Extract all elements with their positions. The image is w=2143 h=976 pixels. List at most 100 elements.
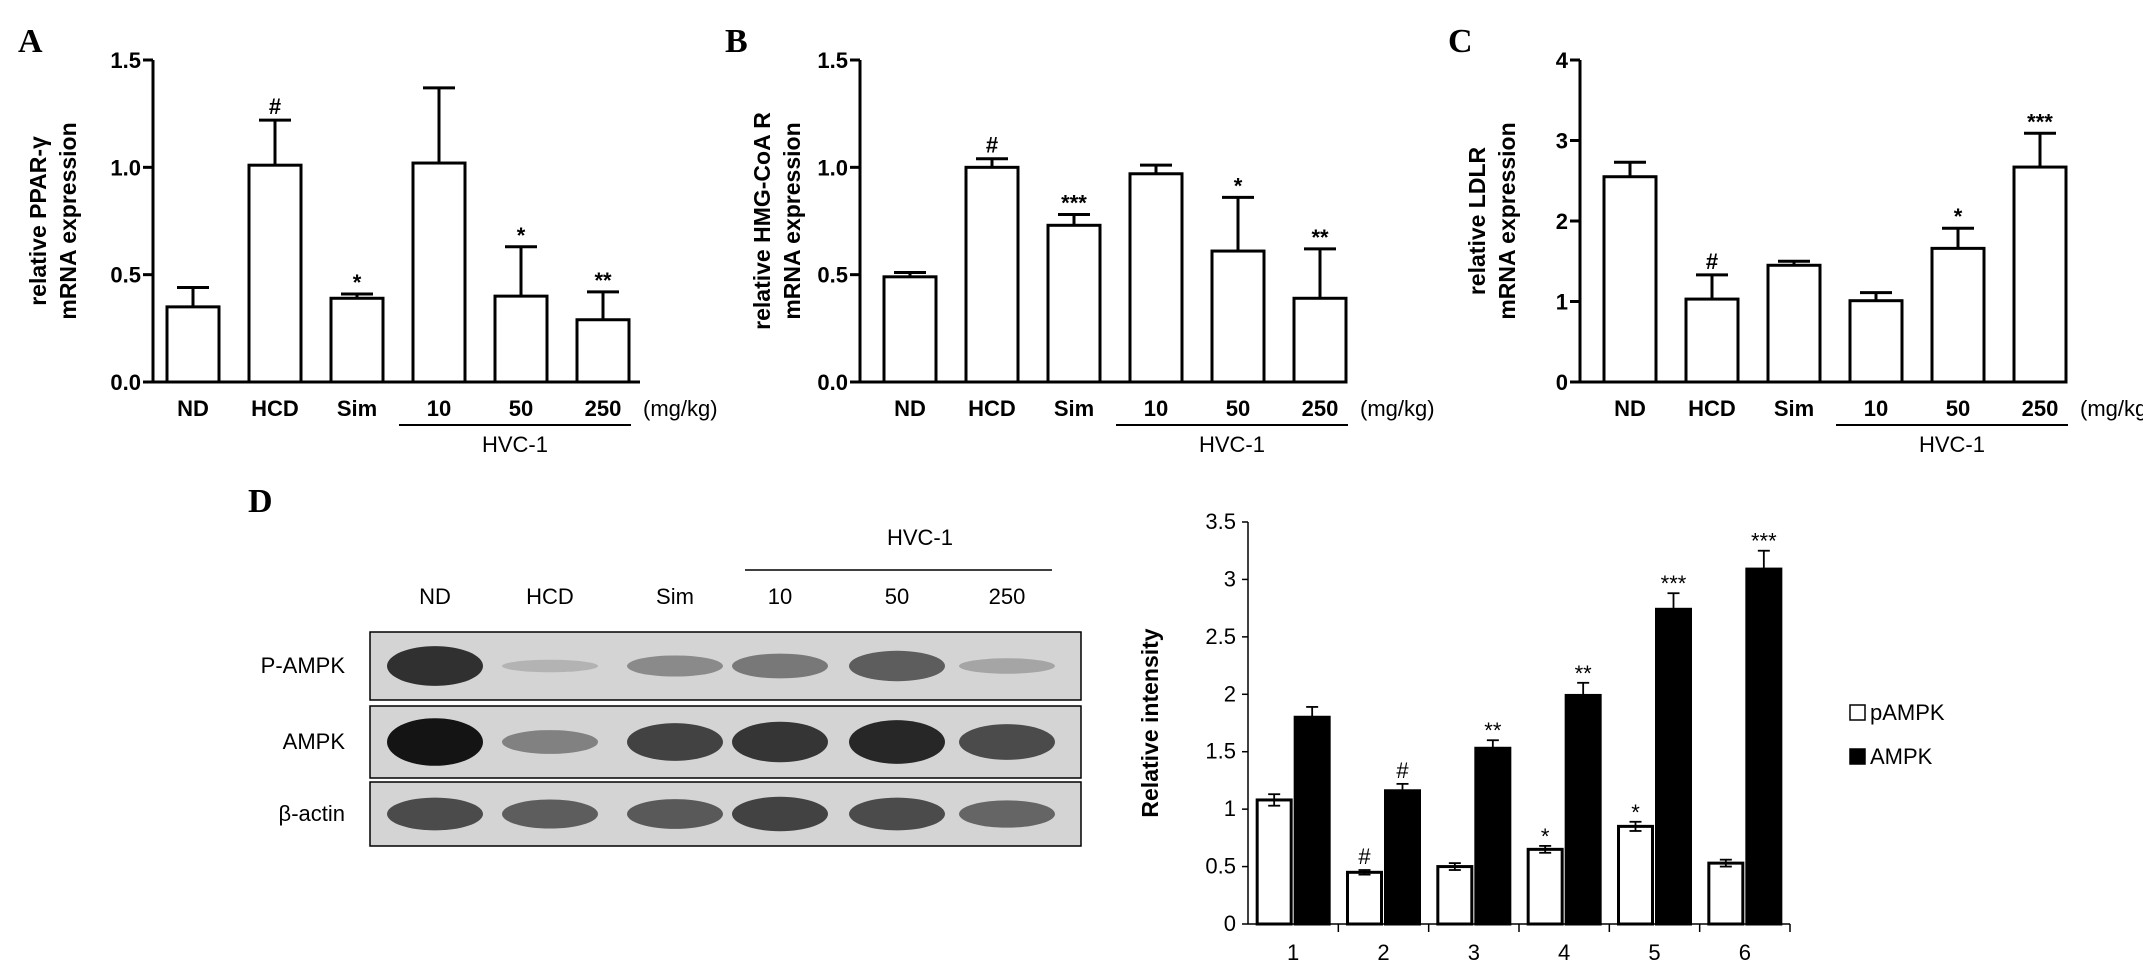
- x-tick-label: 10: [427, 396, 451, 421]
- significance-mark: ***: [1061, 191, 1087, 216]
- bar-pampk: [1255, 798, 1293, 926]
- blot-lane-label: 50: [885, 584, 909, 609]
- group-label: HVC-1: [1199, 432, 1265, 457]
- blot-lane-label: HCD: [526, 584, 574, 609]
- bar: [1602, 175, 1658, 384]
- y-tick-label: 2: [1224, 681, 1236, 706]
- significance-mark: *: [517, 223, 526, 248]
- blot-lane-labels: ND HCD Sim 10 50 250: [419, 584, 1025, 609]
- y-tick-label: 0.5: [817, 263, 848, 288]
- y-axis-label: relative LDLR: [1464, 146, 1490, 295]
- bar-pampk: [1617, 824, 1654, 926]
- bar: [1766, 263, 1822, 384]
- y-tick-label: 0.5: [1205, 854, 1236, 879]
- y-tick-label: 4: [1556, 48, 1569, 73]
- y-tick-label: 0.0: [817, 370, 848, 395]
- blot-band: [959, 800, 1055, 828]
- x-tick-label: ND: [177, 396, 209, 421]
- x-tick-label: 2: [1377, 940, 1389, 965]
- blot-group-label: HVC-1: [887, 525, 953, 550]
- chart-panel-d: 0 0.5 1 1.5 2 2.5 3 3.5 Relative intensity 1 2 # #3 *…: [1137, 509, 1945, 965]
- x-tick-label: 4: [1558, 940, 1570, 965]
- blot-row-label: P-AMPK: [261, 653, 346, 678]
- significance-mark: ***: [1661, 571, 1687, 596]
- bar-pampk: [1526, 847, 1564, 926]
- panel-letter-d: D: [248, 483, 273, 520]
- bar: [1684, 297, 1740, 384]
- significance-mark: **: [1311, 225, 1329, 250]
- x-tick-label: 250: [585, 396, 622, 421]
- bar-pampk: [1707, 861, 1745, 926]
- panel-letter-a: A: [18, 23, 43, 60]
- y-axis-label: mRNA expression: [1494, 122, 1520, 319]
- x-tick-label: 50: [1946, 396, 1970, 421]
- y-tick-label: 2.5: [1205, 624, 1236, 649]
- unit-label: (mg/kg): [1360, 396, 1435, 421]
- legend-swatch: [1849, 748, 1866, 765]
- bar-ampk: [1293, 715, 1331, 926]
- panel-letter-b: B: [725, 23, 748, 60]
- legend-label: pAMPK: [1870, 700, 1945, 725]
- significance-mark: *: [1541, 824, 1550, 849]
- blot-band: [732, 653, 828, 679]
- y-tick-label: 2: [1556, 209, 1568, 234]
- bar-ampk: [1745, 567, 1783, 926]
- significance-mark: *: [1631, 800, 1640, 825]
- blot-band: [732, 796, 828, 832]
- blot-band: [502, 799, 598, 829]
- x-tick-label: Sim: [1774, 396, 1814, 421]
- blot-band: [959, 724, 1055, 760]
- blot-band: [732, 721, 828, 763]
- y-tick-label: 0.5: [110, 263, 141, 288]
- western-blot: HVC-1 ND HCD Sim 10 50 250 P-AMPK AMPK β-actin: [261, 525, 1082, 847]
- blot-band: [387, 718, 483, 766]
- y-axis-label: Relative intensity: [1137, 628, 1163, 817]
- y-tick-label: 1.5: [1205, 739, 1236, 764]
- unit-label: (mg/kg): [2080, 396, 2143, 421]
- y-tick-label: 1.0: [817, 155, 848, 180]
- y-tick-label: 1: [1224, 796, 1236, 821]
- significance-mark: ***: [1751, 529, 1777, 554]
- blot-row-label: β-actin: [279, 801, 345, 826]
- significance-mark: ***: [2027, 109, 2053, 134]
- significance-mark: #: [1396, 758, 1409, 783]
- significance-mark: #: [1706, 249, 1718, 274]
- blot-band: [849, 650, 945, 682]
- x-tick-label: 5: [1648, 940, 1660, 965]
- significance-mark: **: [594, 268, 612, 293]
- chart-panel-a: 0.0 0.5 1.0 1.5 relative PPAR-γ mRNA expressi…: [25, 48, 718, 457]
- significance-mark: *: [353, 270, 362, 295]
- blot-row-label: AMPK: [283, 729, 346, 754]
- bar: [165, 305, 221, 384]
- bar: [329, 296, 385, 384]
- blot-lane-label: Sim: [656, 584, 694, 609]
- x-tick-label: 50: [509, 396, 533, 421]
- significance-mark: *: [1954, 204, 1963, 229]
- x-tick-label: 50: [1226, 396, 1250, 421]
- y-axis-label: relative HMG-CoA R: [749, 112, 775, 330]
- x-tick-label: 250: [1302, 396, 1339, 421]
- x-tick-label: 1: [1287, 940, 1299, 965]
- blot-band: [387, 646, 483, 686]
- blot-lane-label: 250: [989, 584, 1026, 609]
- blot-band: [627, 723, 723, 761]
- bar: [1930, 246, 1986, 384]
- bar: [1292, 296, 1348, 384]
- x-tick-label: 10: [1864, 396, 1888, 421]
- x-tick-label: Sim: [337, 396, 377, 421]
- x-tick-label: ND: [894, 396, 926, 421]
- group-label: HVC-1: [482, 432, 548, 457]
- blot-band: [502, 730, 598, 754]
- x-tick-label: ND: [1614, 396, 1646, 421]
- x-tick-label: HCD: [251, 396, 299, 421]
- bar: [1046, 223, 1102, 384]
- blot-band: [627, 655, 723, 677]
- legend-label: AMPK: [1870, 744, 1933, 769]
- bar-ampk: [1655, 607, 1692, 926]
- y-axis-label: relative PPAR-γ: [25, 136, 51, 306]
- x-tick-label: Sim: [1054, 396, 1094, 421]
- x-tick-label: 10: [1144, 396, 1168, 421]
- x-tick-label: HCD: [968, 396, 1016, 421]
- unit-label: (mg/kg): [643, 396, 718, 421]
